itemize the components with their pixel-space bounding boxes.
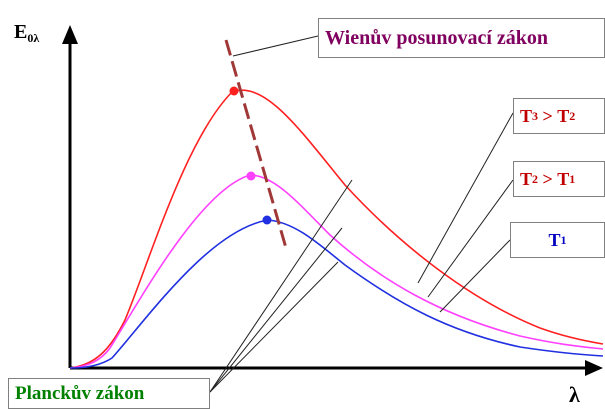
wien-displacement-line xyxy=(224,39,288,249)
wien-leader-line xyxy=(232,35,319,57)
t3-leader-line xyxy=(417,112,514,284)
t3-label-a: T xyxy=(520,105,533,126)
planck-leader-line-1 xyxy=(209,179,353,393)
planck-leader-line-3 xyxy=(209,261,339,393)
t1-curve xyxy=(69,219,604,369)
t3-peak-marker xyxy=(229,86,239,96)
t3-label-b: T xyxy=(557,105,570,126)
t2-leader-line xyxy=(427,179,514,298)
t3-curve xyxy=(69,89,604,369)
planck-law-text: Planckův zákon xyxy=(15,382,145,404)
y-axis-label: E0λ xyxy=(14,22,39,44)
x-axis-label: λ xyxy=(569,384,580,406)
planck-law-label: Planckův zákon xyxy=(8,378,210,409)
t2-label-op: > xyxy=(538,168,558,189)
t2-curve xyxy=(69,174,604,369)
t2-label-b-sub: 1 xyxy=(569,171,576,186)
y-axis-arrow xyxy=(62,25,78,44)
wien-law-label: Wienův posunovací zákon xyxy=(318,18,605,58)
t2-label-a: T xyxy=(520,168,533,189)
y-axis-label-main: E xyxy=(14,21,28,43)
y-axis-label-sub: 0λ xyxy=(27,31,40,45)
t2-label-a-sub: 2 xyxy=(532,171,539,186)
wien-law-text: Wienův posunovací zákon xyxy=(325,26,549,49)
t2-peak-marker xyxy=(246,171,256,181)
t2-label-b: T xyxy=(557,168,570,189)
t3-label-op: > xyxy=(538,105,558,126)
t1-label-a: T xyxy=(548,229,561,250)
t1-label-a-sub: 1 xyxy=(560,232,567,247)
x-axis-label-text: λ xyxy=(569,382,580,407)
t1-leader-line xyxy=(439,239,511,313)
t1-peak-marker xyxy=(262,215,272,225)
t3-label-a-sub: 3 xyxy=(532,108,539,123)
t3-label-b-sub: 2 xyxy=(569,108,576,123)
x-axis-arrow xyxy=(585,360,603,376)
planck-leader-line-2 xyxy=(209,227,343,393)
